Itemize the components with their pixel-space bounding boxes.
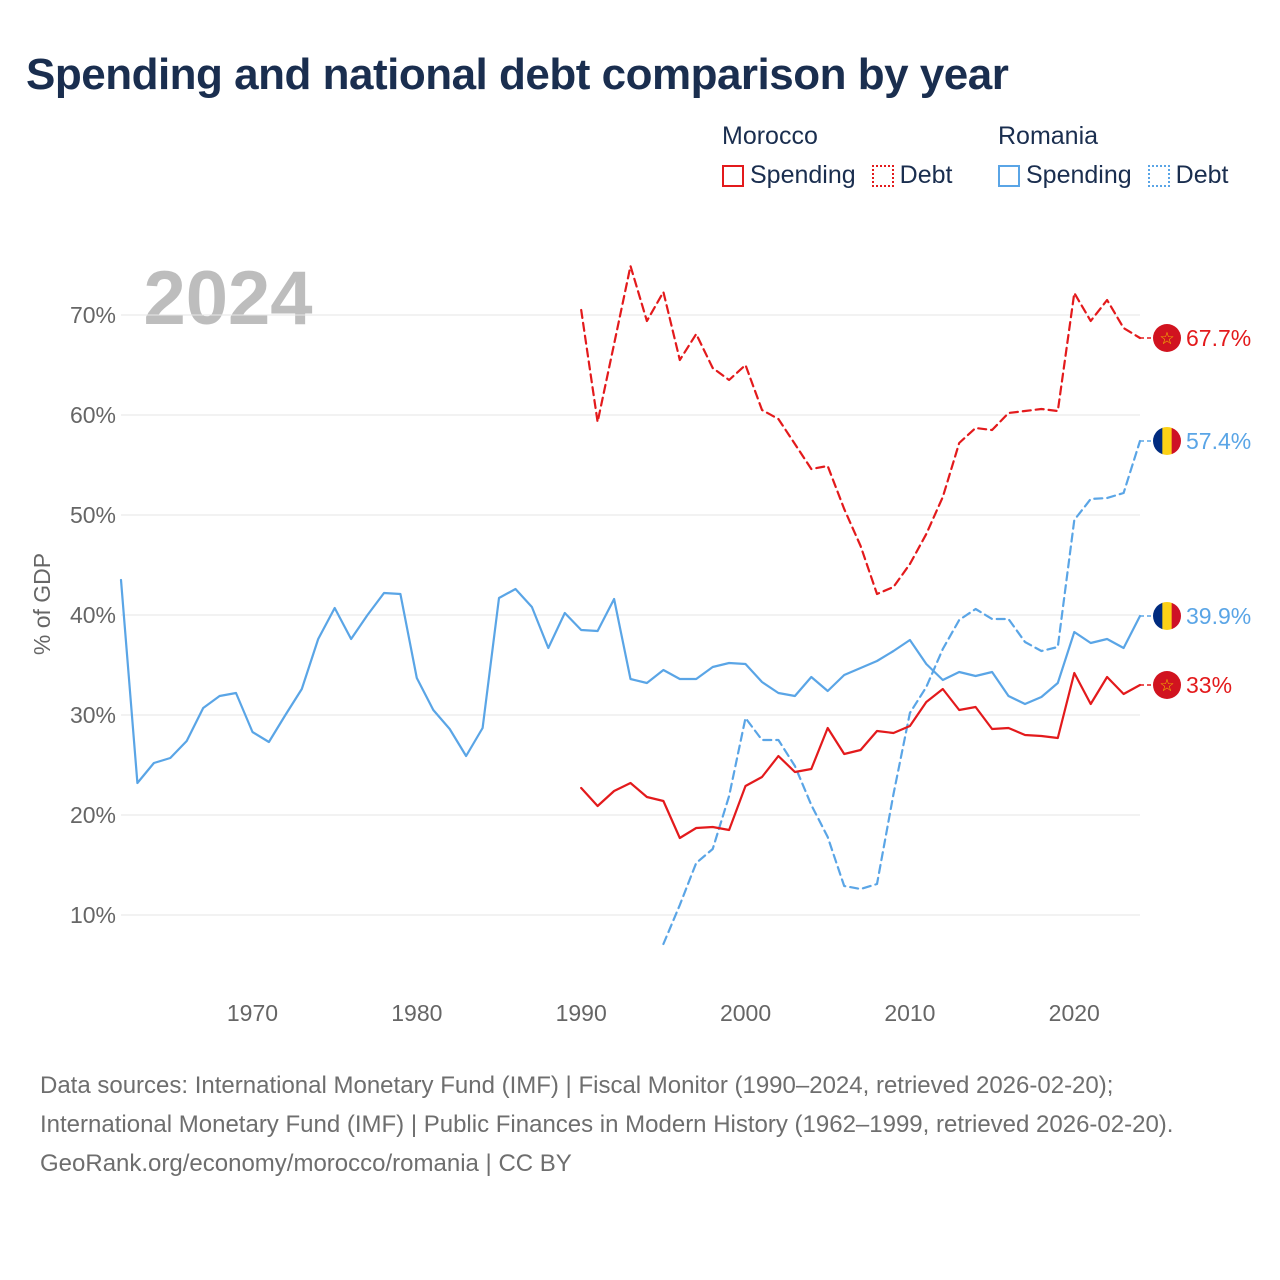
y-tick-label: 40% [70, 602, 116, 628]
y-tick-label: 30% [70, 702, 116, 728]
x-tick-label: 2000 [720, 1000, 771, 1026]
legend-label: Spending [750, 161, 856, 189]
legend-group-title: Romania [998, 122, 1099, 150]
series-line-morocco-debt [580, 264, 1142, 596]
legend-label: Debt [1175, 161, 1229, 189]
y-tick-label: 60% [70, 402, 116, 428]
romania-flag-stripe [1153, 427, 1163, 455]
romania-flag-stripe [1171, 602, 1181, 630]
x-tick-label: 1990 [556, 1000, 607, 1026]
attribution-link[interactable]: GeoRank.org/economy/morocco/romania | CC… [40, 1150, 572, 1177]
legend-item-morocco-debt[interactable]: Debt [871, 161, 953, 190]
end-value-label: 39.9% [1186, 603, 1251, 629]
legend-swatch-solid-icon [998, 164, 1020, 187]
end-value-label: 67.7% [1186, 325, 1251, 351]
legend-swatch-dotted-icon [871, 164, 894, 187]
y-tick-label: 10% [70, 902, 116, 928]
legend-group-romania: Romania Spending Debt [998, 122, 1228, 190]
x-tick-label: 1970 [227, 1000, 278, 1026]
y-tick-label: 20% [70, 802, 116, 828]
legend-group-title: Morocco [722, 122, 818, 150]
data-sources: Data sources: International Monetary Fun… [40, 1066, 1250, 1183]
legend-label: Debt [899, 161, 953, 189]
morocco-flag-icon [1153, 324, 1181, 352]
legend-swatch-solid-icon [722, 164, 744, 187]
romania-flag-stripe [1171, 427, 1181, 455]
legend-item-romania-spending[interactable]: Spending [998, 161, 1132, 190]
romania-flag-stripe [1162, 427, 1173, 455]
legend-label: Spending [1026, 161, 1132, 189]
romania-flag-stripe [1162, 602, 1173, 630]
end-value-label: 57.4% [1186, 428, 1251, 454]
series-line-morocco-spending [580, 671, 1142, 840]
romania-flag-stripe [1153, 602, 1163, 630]
line-chart: 2024 10% 20% 30% 40% 50% 60% 70% 1970 1980 1990 200… [29, 256, 1251, 1026]
year-label: 2024 [143, 256, 312, 341]
legend-swatch-dotted-icon [1147, 164, 1170, 187]
legend-group-morocco: Morocco Spending Debt [722, 122, 952, 190]
y-tick-label: 50% [70, 502, 116, 528]
y-axis-title: % of GDP [29, 553, 55, 655]
end-value-label: 33% [1186, 672, 1232, 698]
y-tick-label: 70% [70, 302, 116, 328]
series-line-romania-spending [119, 578, 1142, 785]
flag-star-icon: ☆ [1159, 676, 1174, 696]
x-tick-label: 1980 [391, 1000, 442, 1026]
morocco-flag-icon [1153, 671, 1181, 699]
flag-star-icon: ☆ [1159, 329, 1174, 349]
legend-item-morocco-spending[interactable]: Spending [722, 161, 856, 190]
series-line-romania-debt [662, 439, 1142, 946]
legend-item-romania-debt[interactable]: Debt [1147, 161, 1229, 190]
x-tick-label: 2020 [1049, 1000, 1100, 1026]
chart-title: Spending and national debt comparison by… [26, 50, 1009, 99]
x-tick-label: 2010 [884, 1000, 935, 1026]
sources-text: Data sources: International Monetary Fun… [40, 1072, 1174, 1138]
